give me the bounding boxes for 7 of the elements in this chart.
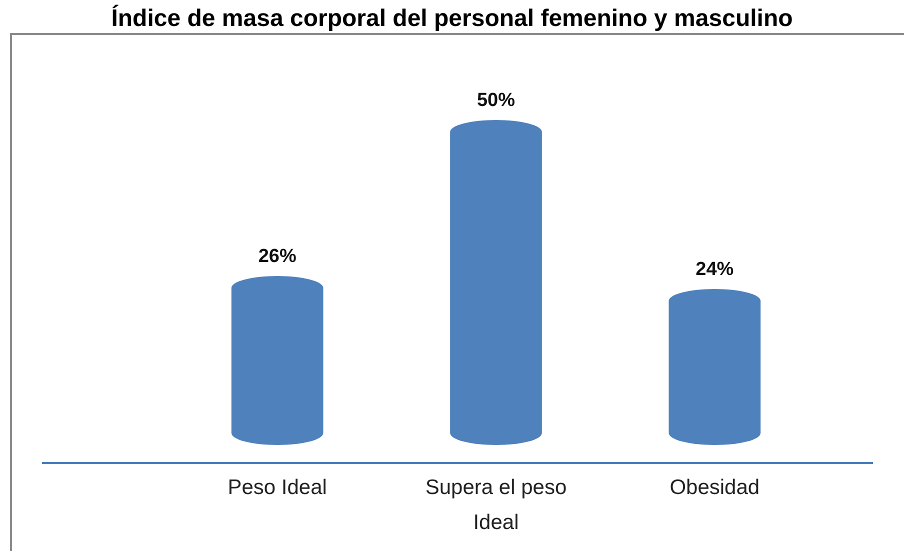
chart-title: Índice de masa corporal del personal femenino y masculino <box>111 4 793 32</box>
x-tick-label: Peso Ideal <box>228 476 327 499</box>
data-label: 50% <box>476 90 516 111</box>
x-tick-label: Obesidad <box>670 476 760 499</box>
data-label: 26% <box>258 246 296 267</box>
data-label: 24% <box>696 259 734 280</box>
x-tick-label: Supera el peso Ideal <box>425 476 567 534</box>
